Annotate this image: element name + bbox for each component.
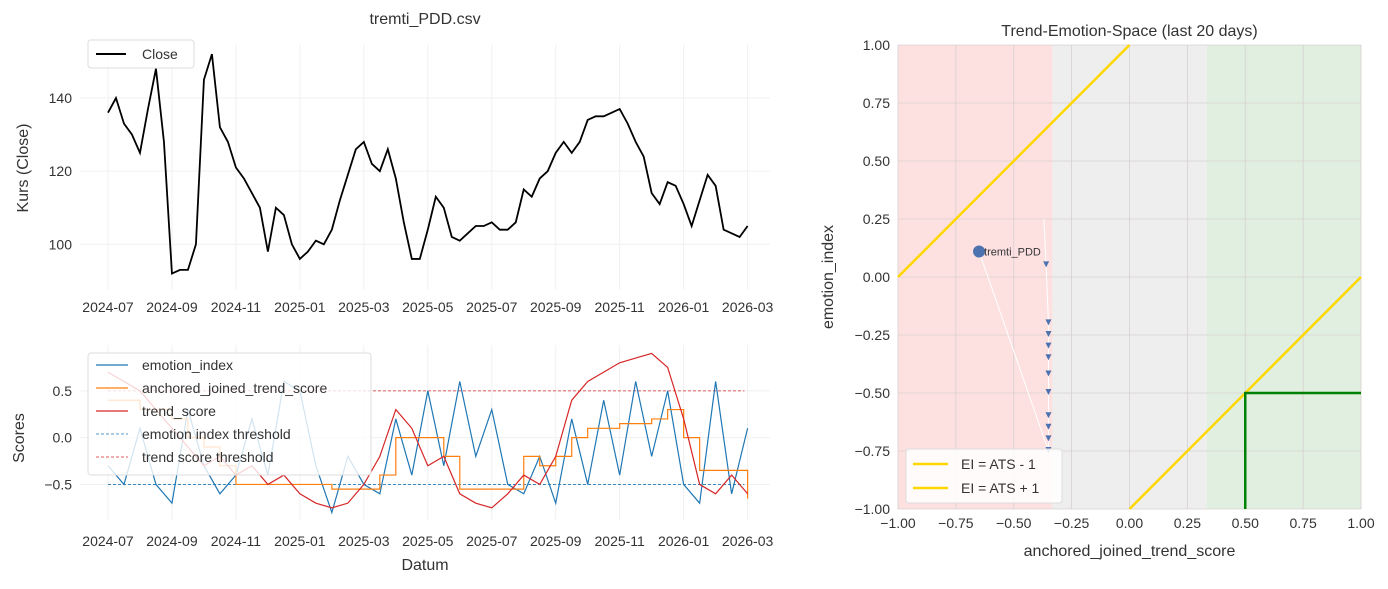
trajectory-arrow-icon bbox=[1045, 423, 1052, 430]
trajectory-arrow-icon bbox=[1045, 370, 1052, 377]
ticker-point bbox=[973, 245, 986, 258]
trajectory-arrow-icon bbox=[1045, 412, 1052, 419]
y-axis-label: Kurs (Close) bbox=[15, 124, 32, 213]
trajectory-arrow-icon bbox=[1045, 435, 1052, 442]
trajectory-arrow-icon bbox=[1045, 331, 1052, 337]
x-tick-label: 2024-09 bbox=[146, 299, 198, 315]
legend-box bbox=[87, 39, 195, 69]
legend-label: emotion_index bbox=[142, 357, 233, 373]
x-tick-label: −0.50 bbox=[996, 515, 1032, 531]
x-tick-label: 2025-11 bbox=[595, 533, 646, 549]
legend: EI = ATS - 1 EI = ATS + 1 bbox=[905, 448, 1063, 504]
x-tick-label: 0.00 bbox=[1116, 515, 1143, 531]
x-tick-label: 0.75 bbox=[1290, 515, 1317, 531]
y-tick-label: −0.25 bbox=[855, 327, 891, 343]
x-tick-label: 1.00 bbox=[1347, 515, 1374, 531]
x-tick-label: 2025-11 bbox=[595, 299, 646, 315]
trajectory-arrow-icon bbox=[1045, 319, 1052, 326]
x-tick-label: 2024-09 bbox=[146, 533, 198, 549]
y-tick-label: −1.00 bbox=[855, 501, 891, 517]
x-tick-label: 2025-09 bbox=[530, 299, 582, 315]
y-tick-label: −0.5 bbox=[44, 476, 72, 492]
x-axis-label: anchored_joined_trend_score bbox=[1024, 543, 1236, 560]
y-axis-label: emotion_index bbox=[820, 225, 837, 329]
legend-label: EI = ATS + 1 bbox=[961, 480, 1040, 496]
legend-label: anchored_joined_trend_score bbox=[142, 380, 327, 396]
x-tick-label: 2024-07 bbox=[82, 533, 134, 549]
chart-title: Trend-Emotion-Space (last 20 days) bbox=[1001, 23, 1257, 40]
x-tick-label: −0.75 bbox=[938, 515, 974, 531]
y-tick-label: 0.0 bbox=[53, 430, 73, 446]
legend-label: Close bbox=[142, 46, 178, 62]
line-ei-ats-plus-1 bbox=[897, 44, 1131, 278]
x-tick-label: 2025-07 bbox=[466, 299, 518, 315]
trajectory-arrow-icon bbox=[1045, 354, 1052, 361]
x-tick-label: 2025-01 bbox=[274, 533, 326, 549]
x-axis-label: Datum bbox=[401, 557, 448, 574]
legend-label: trend score threshold bbox=[142, 449, 274, 465]
y-tick-label: −0.75 bbox=[855, 443, 891, 459]
x-tick-label: 2026-03 bbox=[722, 299, 774, 315]
close-line bbox=[107, 53, 749, 275]
legend-box bbox=[905, 448, 1063, 504]
x-tick-label: 2025-07 bbox=[466, 533, 518, 549]
emotion-index-line bbox=[107, 380, 749, 515]
x-tick-label: 2025-03 bbox=[338, 533, 390, 549]
x-tick-label: 2026-03 bbox=[722, 533, 774, 549]
x-tick-label: 2025-01 bbox=[274, 299, 326, 315]
x-tick-label: 2024-11 bbox=[211, 299, 262, 315]
x-tick-label: 2026-01 bbox=[658, 533, 710, 549]
legend-label: trend_score bbox=[142, 403, 216, 419]
legend-box bbox=[87, 352, 372, 476]
y-tick-label: 0.00 bbox=[863, 269, 890, 285]
y-tick-label: 0.5 bbox=[53, 383, 73, 399]
trajectory-arrow-icon bbox=[1045, 389, 1052, 395]
ticker-label: tremti_PDD bbox=[984, 246, 1041, 258]
x-tick-label: 2025-05 bbox=[402, 299, 454, 315]
x-tick-label: −1.00 bbox=[880, 515, 916, 531]
trajectory-arrow-icon bbox=[1045, 342, 1052, 349]
legend-label: emotion index threshold bbox=[142, 426, 291, 442]
chart-title: tremti_PDD.csv bbox=[369, 11, 480, 28]
x-tick-label: 2024-07 bbox=[82, 299, 134, 315]
y-axis-label: Scores bbox=[11, 413, 28, 463]
x-tick-label: 2025-03 bbox=[338, 299, 390, 315]
y-tick-label: 1.00 bbox=[863, 37, 890, 53]
x-tick-label: 2026-01 bbox=[658, 299, 710, 315]
x-tick-label: 2025-09 bbox=[530, 533, 582, 549]
x-tick-label: 2024-11 bbox=[211, 533, 262, 549]
target-zone-border bbox=[1244, 391, 1361, 509]
x-tick-label: 0.50 bbox=[1232, 515, 1259, 531]
y-tick-label: 0.50 bbox=[863, 153, 890, 169]
legend: Close bbox=[87, 39, 195, 69]
x-tick-label: 2025-05 bbox=[402, 533, 454, 549]
x-tick-label: 0.25 bbox=[1174, 515, 1201, 531]
y-tick-label: 0.25 bbox=[863, 211, 890, 227]
legend: emotion_index anchored_joined_trend_score… bbox=[87, 352, 372, 476]
y-tick-label: −0.50 bbox=[855, 385, 891, 401]
y-tick-label: 0.75 bbox=[863, 95, 890, 111]
x-tick-label: −0.25 bbox=[1054, 515, 1090, 531]
y-tick-label: 120 bbox=[49, 163, 73, 179]
legend-label: EI = ATS - 1 bbox=[961, 456, 1036, 472]
y-tick-label: 140 bbox=[49, 90, 73, 106]
trajectory-arrow-icon bbox=[1043, 261, 1050, 268]
y-tick-label: 100 bbox=[49, 236, 73, 252]
